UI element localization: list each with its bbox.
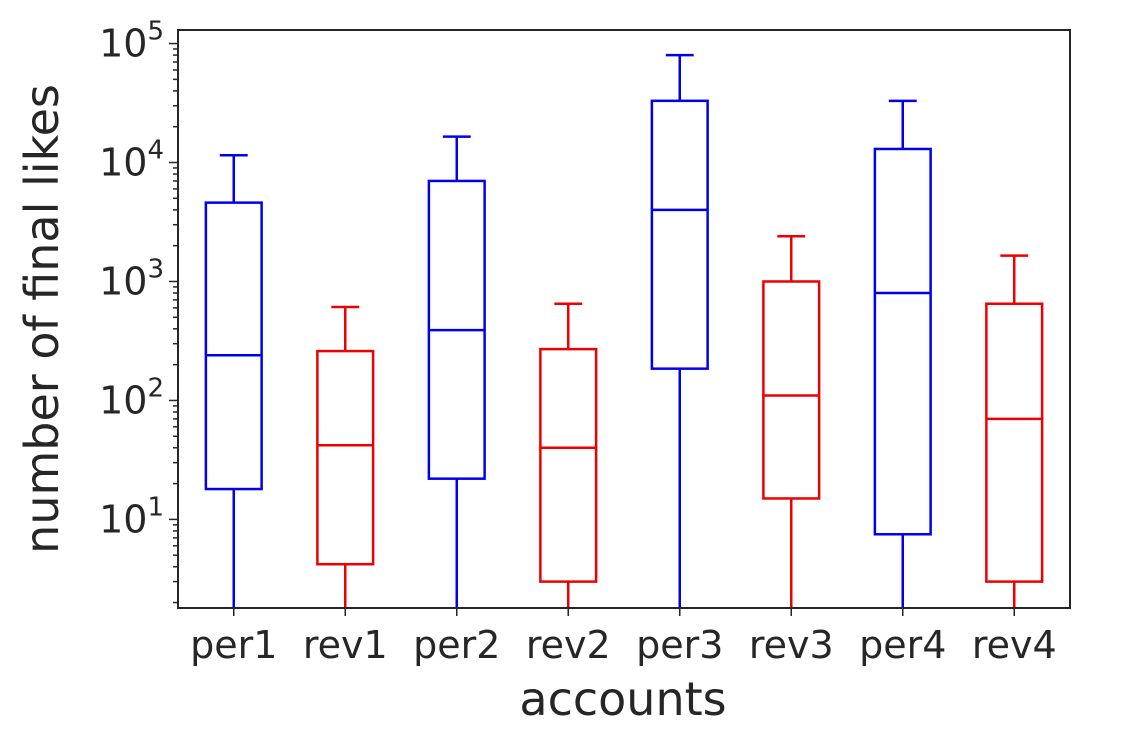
iqr-box: [873, 147, 932, 536]
x-tick-label-per2: per2: [413, 623, 500, 667]
iqr-box: [650, 99, 709, 370]
x-axis-title: accounts: [519, 672, 726, 726]
y-tick-label: 105: [99, 17, 164, 66]
box-per1: [204, 154, 263, 608]
box-rev3: [762, 234, 821, 608]
y-tick-label: 102: [99, 373, 164, 422]
iqr-box: [316, 349, 375, 566]
plot-content: [204, 53, 1044, 608]
x-axis-ticks: per1 rev1 per2 rev2 per3 rev3 per4 rev4: [190, 608, 1057, 667]
x-tick-label-rev2: rev2: [526, 623, 611, 667]
y-tick-label: 103: [99, 254, 164, 303]
x-tick-label-rev1: rev1: [303, 623, 388, 667]
x-tick-label-rev3: rev3: [749, 623, 834, 667]
y-tick-label: 101: [99, 492, 164, 541]
box-rev2: [539, 302, 598, 608]
y-axis-title: number of final likes: [15, 84, 69, 554]
iqr-box: [539, 347, 598, 583]
box-rev4: [985, 254, 1044, 608]
box-per4: [873, 99, 932, 608]
iqr-box: [762, 280, 821, 500]
x-tick-label-per4: per4: [859, 623, 946, 667]
y-axis-ticks: 101 102 103 104 105: [99, 17, 178, 604]
x-tick-label-rev4: rev4: [972, 623, 1057, 667]
plot-frame: [177, 29, 1071, 609]
iqr-box: [204, 201, 263, 491]
x-tick-label-per3: per3: [636, 623, 723, 667]
box-per3: [650, 53, 709, 608]
x-tick-label-per1: per1: [190, 623, 277, 667]
box-rev1: [316, 305, 375, 608]
box-per2: [427, 135, 486, 608]
y-tick-label: 104: [99, 136, 164, 185]
iqr-box: [985, 302, 1044, 583]
boxes-group: [204, 53, 1044, 608]
